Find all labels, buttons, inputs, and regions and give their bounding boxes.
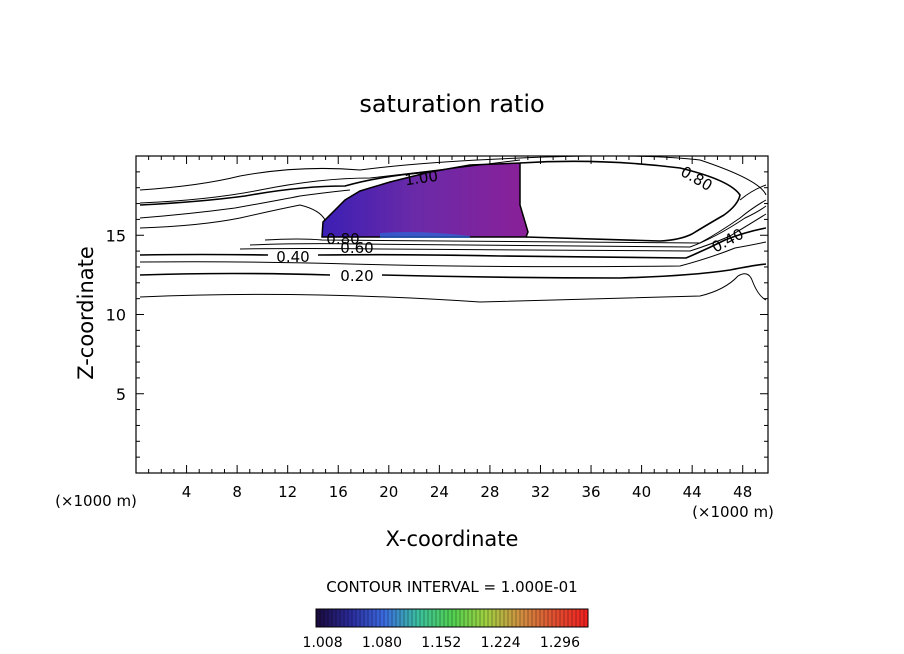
x-tick-label: 8 xyxy=(232,483,242,501)
contour-line-060 xyxy=(249,205,767,248)
x-tick-label: 32 xyxy=(531,483,550,501)
contour-line-outer-5 xyxy=(139,204,326,229)
contour-line-outer-3 xyxy=(139,171,431,206)
y-tick-label: 5 xyxy=(116,385,126,404)
x-tick-label: 12 xyxy=(278,483,297,501)
x-tick-label: 36 xyxy=(581,483,600,501)
blue-streak xyxy=(380,232,470,238)
contour-label: 1.00 xyxy=(404,167,440,189)
chart-title: saturation ratio xyxy=(359,90,544,118)
x-tick-label: 40 xyxy=(632,483,651,501)
x-tick-label: 24 xyxy=(430,483,449,501)
x-tick-label: 48 xyxy=(733,483,752,501)
contour-line-080-lower xyxy=(264,199,767,244)
contour-line-030 xyxy=(139,241,767,268)
contour-label: 0.40 xyxy=(276,248,309,266)
contour-label: 0.20 xyxy=(340,267,373,285)
contour-line-right-1 xyxy=(739,184,767,201)
contour-label: 0.80 xyxy=(678,163,716,195)
contour-line-outer-4 xyxy=(139,189,351,219)
x-unit-left: (×1000 m) xyxy=(55,492,137,510)
contour-line-020 xyxy=(139,263,767,279)
contour-line-080-upper xyxy=(519,160,741,242)
x-axis: 4 8 12 16 20 24 28 32 36 40 44 48 xyxy=(148,156,756,501)
contour-field: 1.00 0.80 0.80 0.60 0.40 0.40 0.20 xyxy=(139,156,767,303)
colorbar-label: 1.224 xyxy=(481,635,521,651)
x-tick-label: 20 xyxy=(379,483,398,501)
contour-line-040 xyxy=(139,227,767,259)
x-unit-right: (×1000 m) xyxy=(692,503,774,521)
contour-interval: CONTOUR INTERVAL = 1.000E-01 xyxy=(326,578,577,596)
y-tick-label: 10 xyxy=(106,306,126,325)
y-axis: 5 10 15 xyxy=(106,171,768,458)
x-tick-label: 44 xyxy=(683,483,702,501)
contour-line-outer-1 xyxy=(139,156,767,196)
colorbar-label: 1.080 xyxy=(362,635,402,651)
contour-label: 0.80 xyxy=(326,230,359,248)
x-tick-label: 16 xyxy=(329,483,348,501)
contour-line-050 xyxy=(239,213,767,252)
colorbar: 1.008 1.080 1.152 1.224 1.296 xyxy=(303,608,589,651)
x-axis-label: X-coordinate xyxy=(386,527,519,551)
contour-line-outer-2 xyxy=(139,159,521,204)
y-tick-label: 15 xyxy=(106,226,126,245)
x-tick-label: 4 xyxy=(182,483,192,501)
contour-line-010 xyxy=(139,273,767,303)
x-tick-label: 28 xyxy=(480,483,499,501)
contour-label: 0.60 xyxy=(340,239,373,257)
y-axis-label: Z-coordinate xyxy=(74,246,98,380)
colorbar-label: 1.152 xyxy=(421,635,461,651)
colorbar-label: 1.008 xyxy=(303,635,343,651)
colorbar-label: 1.296 xyxy=(540,635,580,651)
